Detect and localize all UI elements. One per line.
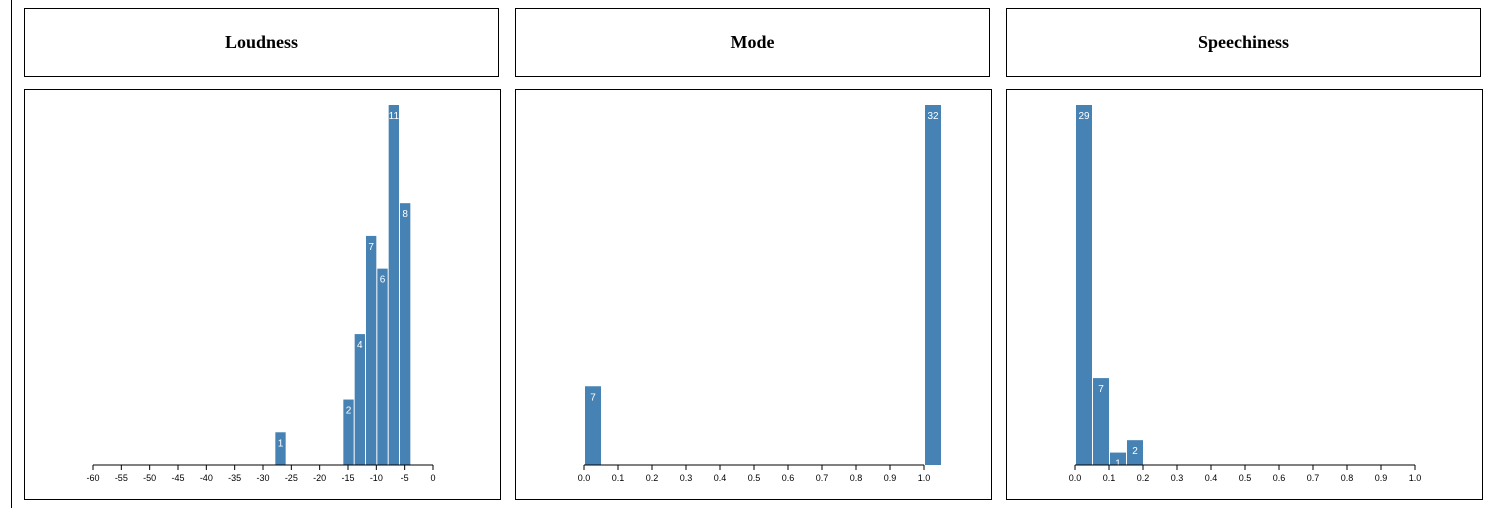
x-tick-label-7: 0.7 <box>1307 473 1320 483</box>
x-tick-label-0: -60 <box>86 473 99 483</box>
x-tick-label-1: -55 <box>115 473 128 483</box>
x-tick-label-10: 1.0 <box>918 473 931 483</box>
bar-5 <box>388 105 399 465</box>
bar-3 <box>366 235 377 465</box>
bar-0 <box>1076 105 1092 465</box>
mode-histogram: 7 32 0.0 0.1 0.2 0.3 0.4 0.5 0.6 0.7 0.8 0.9 1.0 <box>578 105 941 483</box>
x-tick-label-7: 0.7 <box>816 473 829 483</box>
x-tick-label-6: 0.6 <box>782 473 795 483</box>
x-tick-label-7: -25 <box>285 473 298 483</box>
bar-0 <box>585 386 601 465</box>
bar-label-2: 4 <box>357 340 363 351</box>
x-tick-label-6: -30 <box>256 473 269 483</box>
x-tick-label-1: 0.1 <box>612 473 625 483</box>
x-tick-label-8: -20 <box>313 473 326 483</box>
x-tick-label-10: -10 <box>370 473 383 483</box>
x-tick-label-9: 0.9 <box>1375 473 1388 483</box>
bar-label-0: 7 <box>590 392 596 403</box>
bar-label-4: 6 <box>380 275 386 286</box>
bar-label-3: 7 <box>368 242 374 253</box>
x-tick-label-11: -5 <box>401 473 409 483</box>
bar-1 <box>925 105 941 465</box>
x-tick-label-9: -15 <box>341 473 354 483</box>
mode-title: Mode <box>730 32 775 52</box>
bar-2 <box>354 334 365 465</box>
page-left-rule <box>11 0 12 508</box>
x-tick-label-0: 0.0 <box>578 473 591 483</box>
x-tick-label-3: -45 <box>171 473 184 483</box>
mode-chart-panel: 7 32 0.0 0.1 0.2 0.3 0.4 0.5 0.6 0.7 0.8 0.9 1.0 <box>515 89 992 500</box>
bar-1 <box>1093 378 1109 465</box>
bar-label-1: 7 <box>1098 384 1104 395</box>
bar-label-5: 11 <box>389 111 400 122</box>
bar-label-6: 8 <box>402 209 408 220</box>
x-tick-label-8: 0.8 <box>850 473 863 483</box>
speechiness-chart-panel: 29 7 1 2 0.0 0.1 0.2 0.3 0.4 0.5 0.6 0.7 0.8 0.9 1.0 <box>1006 89 1483 500</box>
x-tick-label-12: 0 <box>430 473 435 483</box>
x-tick-label-10: 1.0 <box>1409 473 1422 483</box>
loudness-title-box: Loudness <box>24 8 499 77</box>
x-tick-label-9: 0.9 <box>884 473 897 483</box>
bar-6 <box>400 203 411 465</box>
x-tick-label-8: 0.8 <box>1341 473 1354 483</box>
bar-label-1: 2 <box>346 406 352 417</box>
bar-label-0: 1 <box>278 438 284 449</box>
bar-0 <box>275 432 286 465</box>
bar-label-3: 2 <box>1132 446 1138 457</box>
loudness-chart-panel: 1 2 4 7 6 11 8 -60 -55 -50 -45 -40 -35 -30 -25 -20 -15 -1… <box>24 89 501 500</box>
bar-label-2: 1 <box>1115 459 1121 470</box>
x-tick-label-2: 0.2 <box>646 473 659 483</box>
speechiness-histogram: 29 7 12 0.0 0.1 0.2 0.3 0.4 0.5 0.6 0.7 0.8 0.9 1.0 <box>1069 105 1422 483</box>
x-tick-label-4: -40 <box>200 473 213 483</box>
x-tick-label-4: 0.4 <box>1205 473 1218 483</box>
x-tick-label-0: 0.0 <box>1069 473 1082 483</box>
bar-label-1: 32 <box>927 111 939 122</box>
loudness-title: Loudness <box>224 32 299 52</box>
mode-title-box: Mode <box>515 8 990 77</box>
x-tick-label-4: 0.4 <box>714 473 727 483</box>
bar-label-0: 29 <box>1078 111 1090 122</box>
x-tick-label-5: -35 <box>228 473 241 483</box>
x-tick-label-5: 0.5 <box>748 473 761 483</box>
x-tick-label-5: 0.5 <box>1239 473 1252 483</box>
x-tick-label-3: 0.3 <box>1171 473 1184 483</box>
x-tick-label-1: 0.1 <box>1103 473 1116 483</box>
speechiness-title-box: Speechiness <box>1006 8 1481 77</box>
bar-4 <box>377 268 388 465</box>
bar-1 <box>343 399 354 465</box>
speechiness-title: Speechiness <box>1197 32 1289 52</box>
bar-2 <box>1110 452 1126 465</box>
x-tick-label-2: 0.2 <box>1137 473 1150 483</box>
bar-3 <box>1127 440 1143 465</box>
x-tick-label-6: 0.6 <box>1273 473 1286 483</box>
x-tick-label-3: 0.3 <box>680 473 693 483</box>
x-tick-label-2: -50 <box>143 473 156 483</box>
